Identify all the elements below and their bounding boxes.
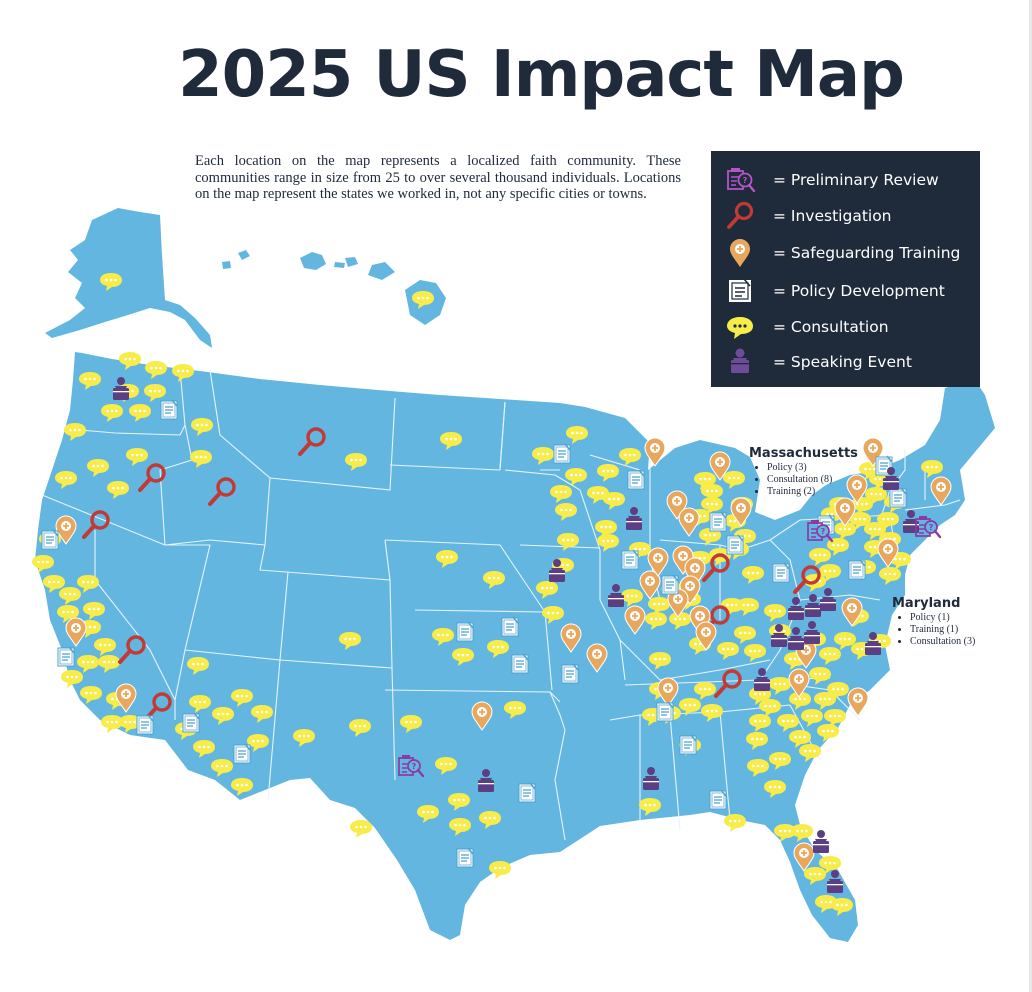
hawaii-kauai (300, 252, 326, 270)
intro-text: Each location on the map represents a lo… (195, 153, 681, 202)
legend-item-safeguarding-training: = Safeguarding Training (723, 238, 960, 268)
callout-item: Policy (1) (910, 612, 975, 624)
legend-label: = Consultation (773, 318, 889, 336)
legend-label: = Safeguarding Training (773, 244, 961, 262)
continental-us (35, 352, 995, 942)
callout-item: Training (2) (767, 486, 858, 498)
speaking-event-icon (731, 348, 749, 373)
callout-item: Consultation (8) (767, 474, 858, 486)
legend-item-preliminary-review: ? = Preliminary Review (723, 165, 939, 195)
state-borders (41, 369, 961, 841)
investigation-icon (727, 201, 754, 229)
legend-label: = Preliminary Review (773, 171, 939, 189)
callout-maryland: Maryland Policy (1) Training (1) Consult… (892, 596, 975, 648)
page-title: 2025 US Impact Map (178, 38, 905, 112)
legend-item-speaking-event: = Speaking Event (723, 347, 912, 377)
legend-label: = Investigation (773, 207, 892, 225)
callout-massachusetts: Massachusetts Policy (3) Consultation (8… (749, 446, 858, 498)
callout-item: Consultation (3) (910, 636, 975, 648)
legend-item-policy-development: = Policy Development (723, 276, 945, 306)
legend-label: = Policy Development (773, 282, 945, 300)
hawaii-oahu (345, 257, 358, 267)
page-edge (1029, 0, 1032, 992)
consultation-icon (727, 317, 753, 339)
hawaii-molokai (334, 262, 345, 268)
policy-development-icon (729, 278, 751, 302)
legend-item-investigation: = Investigation (723, 201, 892, 231)
callout-title: Maryland (892, 596, 961, 611)
alaska (45, 208, 212, 348)
hawaii-niihau (238, 250, 250, 260)
legend-label: = Speaking Event (773, 353, 912, 371)
callout-item: Policy (3) (767, 462, 858, 474)
legend: ? = Preliminary Review = Investigation =… (711, 151, 980, 387)
hawaii-maui (368, 262, 395, 280)
svg-text:?: ? (743, 176, 748, 185)
callout-title: Massachusetts (749, 446, 858, 461)
safeguarding-training-icon (730, 239, 750, 267)
preliminary-review-icon: ? (727, 168, 756, 193)
legend-item-consultation: = Consultation (723, 312, 889, 342)
hawaii-islet (222, 261, 231, 269)
callout-item: Training (1) (910, 624, 975, 636)
